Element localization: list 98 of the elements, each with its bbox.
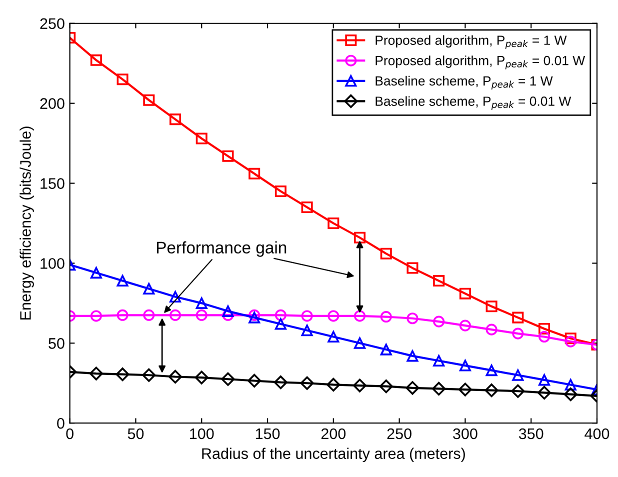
point <box>406 262 418 274</box>
point <box>300 376 314 390</box>
point <box>116 74 128 86</box>
point <box>116 275 128 287</box>
point <box>90 310 102 322</box>
point <box>458 382 472 396</box>
point <box>564 378 576 390</box>
point <box>328 217 340 229</box>
y-tick-label: 0 <box>57 418 64 429</box>
x-tick-label: 200 <box>321 428 346 440</box>
point <box>248 168 260 180</box>
point <box>301 324 313 336</box>
y-tick-label: 200 <box>40 98 64 110</box>
point <box>326 378 340 392</box>
point <box>222 150 234 162</box>
point <box>301 310 313 322</box>
point <box>564 388 578 402</box>
point <box>143 94 155 106</box>
legend-label: Baseline scheme, P$_{peak}$ = 0.01 W <box>376 96 572 110</box>
point <box>484 384 498 398</box>
point <box>116 309 128 321</box>
point <box>354 337 366 349</box>
point <box>248 312 260 324</box>
x-tick-label: 100 <box>190 428 214 440</box>
point <box>274 376 288 390</box>
point <box>90 54 102 66</box>
point <box>168 370 182 384</box>
point <box>90 267 102 279</box>
point <box>538 374 550 386</box>
point <box>380 311 392 323</box>
x-tick-label: 400 <box>584 428 610 440</box>
y-axis-title: Energy efficiency (bits/Joule) <box>20 126 34 320</box>
legend-label: Proposed algorithm, P$_{peak}$ = 1 W <box>376 35 567 49</box>
legend-label: Baseline scheme, P$_{peak}$ = 1 W <box>376 76 553 90</box>
point <box>512 312 524 324</box>
point <box>143 283 155 295</box>
point <box>486 364 498 376</box>
point <box>354 310 366 322</box>
point <box>222 309 234 321</box>
point <box>433 354 445 367</box>
point <box>328 330 340 343</box>
point <box>170 291 182 303</box>
point <box>486 300 498 312</box>
point <box>170 114 182 126</box>
point <box>248 309 260 321</box>
point <box>512 369 524 381</box>
point <box>328 310 340 322</box>
x-tick-label: 250 <box>387 428 412 440</box>
point <box>459 320 471 332</box>
y-tick-label: 250 <box>40 18 64 30</box>
point <box>380 248 392 260</box>
point <box>433 275 445 287</box>
point <box>274 185 286 198</box>
point <box>222 305 234 317</box>
point <box>564 332 576 344</box>
point <box>406 350 418 362</box>
x-tick-label: 150 <box>256 428 280 440</box>
point <box>459 360 471 372</box>
y-tick-label: 100 <box>40 258 64 269</box>
point <box>406 312 418 324</box>
point <box>142 368 156 382</box>
point <box>512 328 524 340</box>
point <box>116 368 130 382</box>
y-tick-label: 50 <box>48 338 64 349</box>
point <box>248 374 262 388</box>
point <box>274 309 286 321</box>
point <box>196 297 208 309</box>
x-tick-label: 0 <box>66 428 74 440</box>
point <box>459 288 471 300</box>
y-tick-label: 150 <box>40 178 64 189</box>
point <box>380 344 392 356</box>
point <box>564 336 576 348</box>
x-tick-label: 350 <box>518 428 544 440</box>
point <box>433 316 445 328</box>
point <box>196 132 208 144</box>
legend-label: Proposed algorithm, P$_{peak}$ = 0.01 W <box>376 56 586 70</box>
x-tick-label: 300 <box>453 428 478 440</box>
point <box>89 366 103 380</box>
point <box>486 324 498 336</box>
point <box>274 318 286 330</box>
point <box>143 309 155 321</box>
point <box>301 201 313 214</box>
point <box>406 381 420 395</box>
point <box>537 386 552 400</box>
x-axis-title: Radius of the uncertainty area (meters) <box>202 448 465 462</box>
point <box>354 232 366 244</box>
point <box>352 378 367 392</box>
point <box>379 380 393 394</box>
point <box>538 330 550 343</box>
x-tick-label: 50 <box>128 428 144 440</box>
point <box>196 309 208 321</box>
annotation: Performance gain <box>156 241 286 257</box>
point <box>511 384 525 398</box>
point <box>170 309 182 321</box>
point <box>432 382 446 396</box>
point <box>538 323 550 335</box>
point <box>194 370 208 384</box>
point <box>221 372 235 386</box>
